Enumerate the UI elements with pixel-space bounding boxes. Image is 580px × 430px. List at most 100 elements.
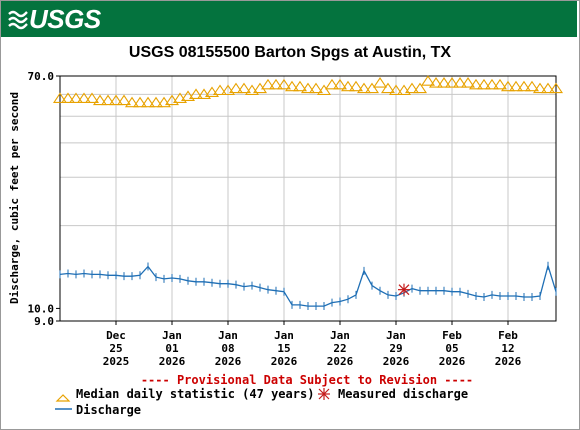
legend: Median daily statistic (47 years) Measur… (55, 387, 468, 417)
median-point (100, 94, 116, 106)
median-point (68, 92, 84, 104)
x-tick-label: 2026 (159, 355, 186, 368)
median-point (276, 78, 292, 90)
x-tick-label: Jan (162, 329, 182, 342)
median-point (124, 96, 140, 108)
median-point (116, 94, 132, 106)
median-point (460, 77, 476, 88)
x-tick-label: 25 (109, 342, 122, 355)
provisional-note: ---- Provisional Data Subject to Revisio… (141, 373, 473, 387)
discharge-line (59, 263, 557, 307)
x-tick-label: Jan (386, 329, 406, 342)
x-tick-label: 2026 (327, 355, 354, 368)
median-point (452, 77, 468, 88)
legend-discharge-label: Discharge (76, 403, 141, 417)
x-tick-label: Jan (330, 329, 350, 342)
discharge-series (59, 261, 557, 311)
x-tick-label: 2025 (103, 355, 130, 368)
x-tick-label: 2026 (271, 355, 298, 368)
median-point (476, 78, 492, 90)
median-point (340, 80, 356, 92)
median-point (356, 82, 372, 94)
grid-lines (60, 76, 556, 321)
median-point (60, 92, 76, 104)
usgs-logo-text: USGS (29, 3, 101, 34)
median-point (484, 78, 500, 90)
median-point (532, 82, 548, 94)
plot-area-border (59, 75, 557, 322)
x-tick-label: 2026 (495, 355, 522, 368)
measured-series (398, 283, 410, 296)
x-tick-label: 12 (501, 342, 514, 355)
y-tick-label: 70.0 (28, 70, 55, 83)
median-point (180, 90, 196, 101)
y-tick-label: 9.0 (34, 315, 54, 328)
median-point (420, 75, 436, 86)
median-point (292, 80, 308, 92)
x-tick-label: Feb (442, 329, 462, 342)
median-point (492, 78, 508, 90)
x-tick-label: 01 (165, 342, 179, 355)
median-point (52, 92, 68, 104)
median-point (196, 88, 212, 99)
median-series (52, 75, 564, 108)
x-tick-label: 08 (221, 342, 234, 355)
median-point (316, 84, 332, 96)
median-point (236, 82, 252, 94)
median-point (412, 82, 428, 94)
median-point (228, 82, 244, 94)
median-point (188, 88, 204, 99)
median-point (260, 78, 276, 90)
median-point (308, 82, 324, 94)
x-tick-label: 15 (277, 342, 290, 355)
y-tick-label: 10.0 (28, 302, 55, 315)
median-point (284, 80, 300, 92)
y-axis-ticks: 70.0 10.09.0 (28, 70, 60, 328)
median-point (92, 94, 108, 106)
median-point (324, 78, 340, 90)
median-point (388, 84, 404, 96)
median-point (540, 82, 556, 94)
median-point (108, 94, 124, 106)
median-point (516, 80, 532, 92)
median-point (508, 80, 524, 92)
x-tick-label: 2026 (383, 355, 410, 368)
median-point (220, 84, 236, 96)
legend-measured-marker (318, 388, 330, 400)
y-axis-label: Discharge, cubic feet per second (8, 92, 21, 304)
usgs-header-bar: USGS (1, 1, 577, 37)
legend-median-marker (55, 394, 71, 402)
median-point (524, 80, 540, 92)
x-tick-label: Dec (106, 329, 126, 342)
median-point (212, 84, 228, 96)
median-point (468, 78, 484, 90)
legend-measured-label: Measured discharge (338, 387, 468, 401)
median-point (268, 78, 284, 90)
x-tick-label: Jan (218, 329, 238, 342)
median-point (140, 96, 156, 108)
usgs-wave-logo-icon (8, 10, 28, 30)
legend-median-label: Median daily statistic (47 years) (76, 387, 314, 401)
median-point (300, 82, 316, 94)
median-point (396, 84, 412, 96)
median-point (332, 78, 348, 90)
median-point (132, 96, 148, 108)
median-point (76, 92, 92, 104)
median-point (84, 92, 100, 104)
median-point (204, 86, 220, 97)
median-point (348, 80, 364, 92)
median-point (148, 96, 164, 108)
x-tick-label: 2026 (215, 355, 242, 368)
x-tick-label: 29 (389, 342, 402, 355)
chart-title: USGS 08155500 Barton Spgs at Austin, TX (128, 44, 452, 61)
x-tick-label: Jan (274, 329, 294, 342)
median-point (444, 77, 460, 88)
median-point (548, 82, 564, 94)
median-point (404, 82, 420, 94)
median-point (428, 77, 444, 88)
x-tick-label: 05 (445, 342, 458, 355)
x-tick-label: 2026 (439, 355, 466, 368)
usgs-logo[interactable]: USGS (7, 4, 101, 34)
